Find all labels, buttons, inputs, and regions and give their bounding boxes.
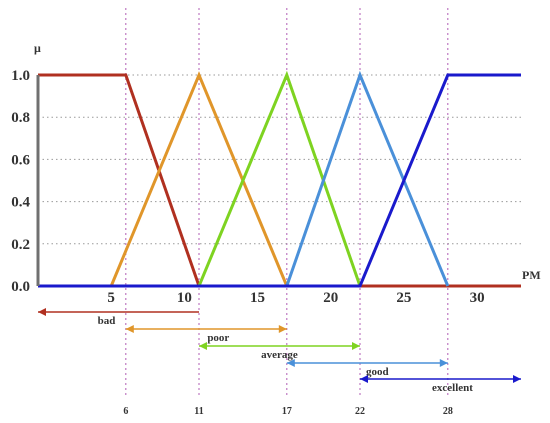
membership-series <box>38 70 521 288</box>
x-axis-label: PM <box>522 268 541 282</box>
marker-label: 11 <box>194 406 203 417</box>
y-tick-label: 0.8 <box>11 110 30 126</box>
x-tick-label: 20 <box>323 290 338 306</box>
y-tick-label: 0.4 <box>11 195 30 211</box>
arrow-head <box>439 359 448 367</box>
range-label: average <box>261 349 298 361</box>
arrow-head <box>199 342 207 350</box>
x-tick-label: 30 <box>470 290 485 306</box>
range-excellent: excellent <box>360 375 521 394</box>
series-poor <box>109 71 289 287</box>
y-tick-label: 0.0 <box>11 279 30 295</box>
series-good <box>285 70 450 287</box>
x-tick-label: 15 <box>250 290 265 306</box>
arrow-head <box>278 325 287 333</box>
marker-label: 17 <box>282 406 292 417</box>
y-tick-label: 1.0 <box>11 68 30 84</box>
y-tick-label: 0.2 <box>11 237 30 253</box>
arrow-head <box>286 359 295 367</box>
x-tick-label: 5 <box>107 290 115 306</box>
x-tick-label: 10 <box>177 290 192 306</box>
arrow-head <box>360 375 368 383</box>
range-bad: bad <box>38 308 199 327</box>
series-average <box>197 70 362 287</box>
x-tick-label: 25 <box>396 290 411 306</box>
marker-label: 22 <box>355 406 365 417</box>
series-excellent <box>38 73 521 288</box>
range-arrows: bad poor average good excellent <box>38 308 521 394</box>
range-label: bad <box>98 315 116 327</box>
tick-labels: 0.0 0.2 0.4 0.6 0.8 1.0 5 10 15 20 25 30 <box>11 68 484 306</box>
marker-labels: 6 11 17 22 28 <box>123 406 453 417</box>
range-average: average <box>199 342 360 361</box>
y-tick-label: 0.6 <box>11 152 30 168</box>
range-good: good <box>286 359 448 378</box>
arrow-head <box>513 375 521 383</box>
range-poor: poor <box>125 325 287 344</box>
marker-label: 6 <box>123 406 128 417</box>
y-axis-label: μ <box>34 41 41 55</box>
marker-label: 28 <box>443 406 453 417</box>
range-label: good <box>366 366 389 378</box>
range-label: excellent <box>432 382 473 394</box>
grid-lines <box>38 74 521 245</box>
arrow-head <box>125 325 134 333</box>
arrow-head <box>352 342 360 350</box>
range-label: poor <box>207 332 229 344</box>
arrow-head <box>38 308 46 316</box>
series-bad <box>38 73 521 288</box>
